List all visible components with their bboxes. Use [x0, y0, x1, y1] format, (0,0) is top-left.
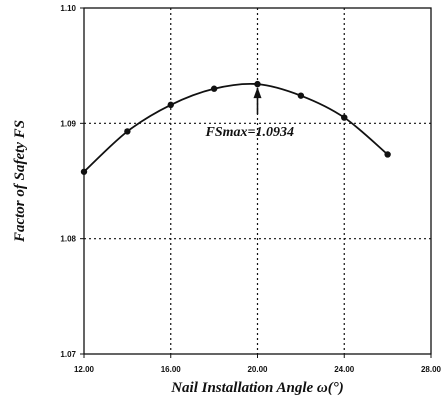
data-point	[80, 168, 88, 175]
x-axis-title: Nail Installation Angle ω(°)	[170, 380, 344, 396]
data-point	[210, 85, 218, 92]
y-axis-title: Factor of Safety FS	[12, 120, 28, 243]
y-tick-label: 1.09	[60, 119, 76, 128]
axis-layer: 12.00 16.00 20.00 24.00 28.00 1.07 1.08 1.09 1.1…	[60, 4, 441, 374]
data-point	[254, 80, 261, 88]
x-tick-label: 20.00	[247, 365, 268, 374]
annotation-arrow-head	[253, 87, 262, 99]
data-point	[297, 92, 305, 99]
data-point	[124, 128, 131, 135]
y-tick-label: 1.07	[60, 350, 76, 359]
x-tick-label: 12.00	[74, 365, 95, 374]
grid-layer	[84, 8, 431, 354]
y-tick-label: 1.10	[60, 4, 76, 13]
x-tick-label: 16.00	[161, 365, 182, 374]
point-layer	[80, 80, 391, 175]
data-point	[167, 101, 174, 109]
y-tick-label: 1.08	[60, 235, 76, 244]
x-tick-label: 24.00	[334, 365, 355, 374]
annotation-label: FSmax=1.0934	[205, 125, 295, 140]
data-point	[341, 114, 348, 121]
annotation-layer: FSmax=1.0934	[205, 87, 295, 140]
data-point	[384, 151, 391, 158]
series-line	[83, 82, 389, 173]
x-tick-label: 28.00	[421, 365, 442, 374]
